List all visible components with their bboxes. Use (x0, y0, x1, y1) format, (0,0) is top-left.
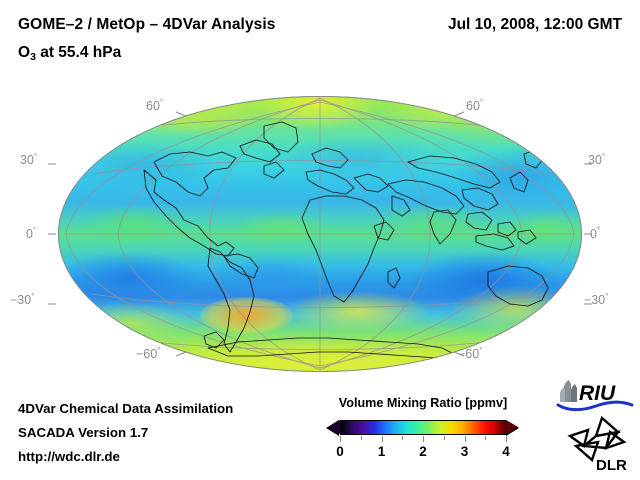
colorbar-tick-minor-1 (402, 436, 404, 440)
riu-logo: RIU (556, 378, 636, 412)
species-symbol: O (18, 44, 31, 61)
dlr-logo: DLR (566, 415, 636, 474)
colorbar-label-3: 3 (460, 444, 469, 459)
colorbar-tick-minor-0 (360, 436, 362, 440)
riu-wordmark: RIU (579, 382, 616, 405)
species-subscript: 3 (30, 51, 36, 63)
colorbar-tick-minor-2 (443, 436, 445, 440)
footer-line-1: 4DVar Chemical Data Assimilation (18, 401, 234, 416)
colorbar-label-2: 2 (419, 444, 427, 459)
colorbar-gradient-box (340, 420, 506, 435)
colorbar-tick-1 (381, 436, 383, 442)
lat-tick-marks (48, 111, 592, 357)
colorbar-tick-4 (506, 436, 507, 442)
colorbar: Volume Mixing Ratio [ppmv] 0 1 2 3 4 (318, 396, 528, 472)
colorbar-cap-left (328, 420, 340, 434)
lat-label-left-60: 60° (146, 98, 164, 114)
colorbar-label-4: 4 (502, 444, 510, 459)
colorbar-tick-2 (423, 436, 424, 442)
colorbar-label-0: 0 (336, 444, 344, 459)
footer-line-2: SACADA Version 1.7 (18, 425, 149, 440)
lat-label-right-30: 30° (588, 152, 606, 168)
lat-label-right-0: 0° (590, 226, 601, 242)
lat-label-left-0: 0° (26, 226, 37, 242)
map-overlay (64, 97, 576, 371)
colorbar-label-1: 1 (377, 444, 386, 459)
colorbar-tick-minor-3 (485, 436, 487, 440)
colorbar-tick-0 (340, 436, 341, 442)
page-title: GOME–2 / MetOp – 4DVar Analysis (18, 16, 276, 33)
footer-line-3[interactable]: http://wdc.dlr.de (18, 449, 120, 464)
colorbar-tick-3 (464, 436, 466, 442)
lat-label-right-m30: −30° (584, 292, 609, 308)
lat-label-right-60: 60° (466, 98, 484, 114)
species-level: at 55.4 hPa (35, 44, 122, 61)
colorbar-title: Volume Mixing Ratio [ppmv] (338, 396, 508, 410)
dlr-pinwheel-icon (567, 415, 627, 463)
colorbar-gradient (341, 421, 505, 434)
dlr-wordmark: DLR (596, 457, 627, 474)
lat-label-right-m60: −60° (458, 346, 483, 362)
globe-color-field (58, 96, 582, 372)
riu-towers-icon (560, 380, 577, 402)
coastlines (143, 121, 571, 359)
timestamp: Jul 10, 2008, 12:00 GMT (447, 16, 622, 33)
species-subtitle: O3 at 55.4 hPa (18, 44, 122, 63)
colorbar-cap-right (506, 420, 518, 434)
riu-wave-icon (556, 400, 634, 412)
lat-label-left-30: 30° (20, 152, 38, 168)
lat-label-left-m60: −60° (136, 346, 161, 362)
lat-label-left-m30: −30° (10, 292, 35, 308)
world-map: 60° 30° 0° −30° −60° 60° 30° 0° −30° −60… (10, 96, 608, 372)
